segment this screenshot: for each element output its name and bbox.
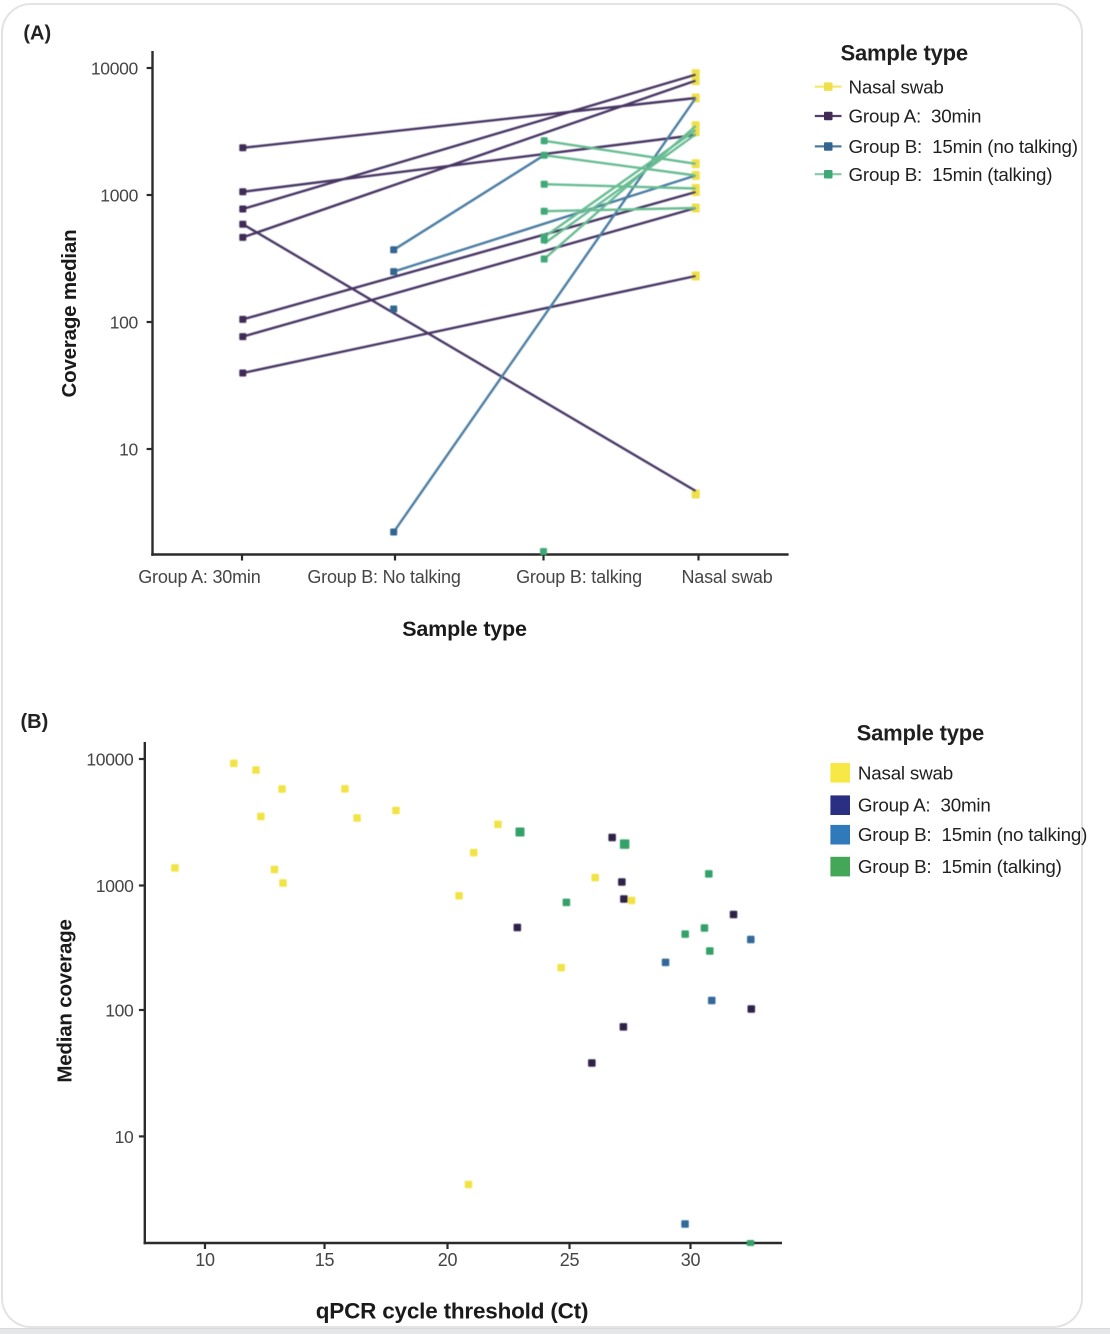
svg-text:Group A: 30min: Group A: 30min <box>858 795 991 816</box>
svg-text:qPCR cycle threshold (Ct): qPCR cycle threshold (Ct) <box>316 1299 589 1324</box>
svg-text:Group B: 15min (no talking): Group B: 15min (no talking) <box>849 136 1078 157</box>
svg-text:Nasal swab: Nasal swab <box>849 76 944 97</box>
svg-text:Median coverage: Median coverage <box>54 919 77 1082</box>
svg-text:10: 10 <box>119 440 138 460</box>
svg-text:Nasal swab: Nasal swab <box>681 567 772 587</box>
svg-text:Sample type: Sample type <box>841 41 968 66</box>
svg-text:Group A: 30min: Group A: 30min <box>138 567 260 587</box>
svg-text:30: 30 <box>681 1250 701 1270</box>
svg-text:100: 100 <box>110 313 139 333</box>
svg-text:Sample type: Sample type <box>402 617 527 641</box>
svg-text:Sample type: Sample type <box>857 721 984 746</box>
svg-text:Group B: 15min (talking): Group B: 15min (talking) <box>849 164 1053 185</box>
svg-text:20: 20 <box>438 1250 458 1270</box>
svg-text:1000: 1000 <box>96 876 134 896</box>
svg-text:Group B: 15min (talking): Group B: 15min (talking) <box>858 856 1062 877</box>
svg-text:10: 10 <box>195 1250 215 1270</box>
svg-text:10000: 10000 <box>86 750 134 770</box>
svg-text:Group A: 30min: Group A: 30min <box>849 106 982 127</box>
svg-text:(A): (A) <box>23 23 51 45</box>
svg-text:Nasal swab: Nasal swab <box>858 762 953 783</box>
svg-text:15: 15 <box>315 1250 335 1270</box>
svg-text:10000: 10000 <box>91 59 139 79</box>
svg-text:100: 100 <box>105 1001 134 1021</box>
svg-text:Coverage median: Coverage median <box>58 230 81 398</box>
svg-text:1000: 1000 <box>100 186 138 206</box>
svg-text:10: 10 <box>115 1127 134 1147</box>
svg-text:Group B: 15min (no talking): Group B: 15min (no talking) <box>858 824 1087 845</box>
svg-text:Group B: talking: Group B: talking <box>516 567 642 587</box>
svg-text:Group B: No talking: Group B: No talking <box>307 567 460 587</box>
svg-text:(B): (B) <box>21 711 49 733</box>
svg-text:25: 25 <box>560 1250 580 1270</box>
